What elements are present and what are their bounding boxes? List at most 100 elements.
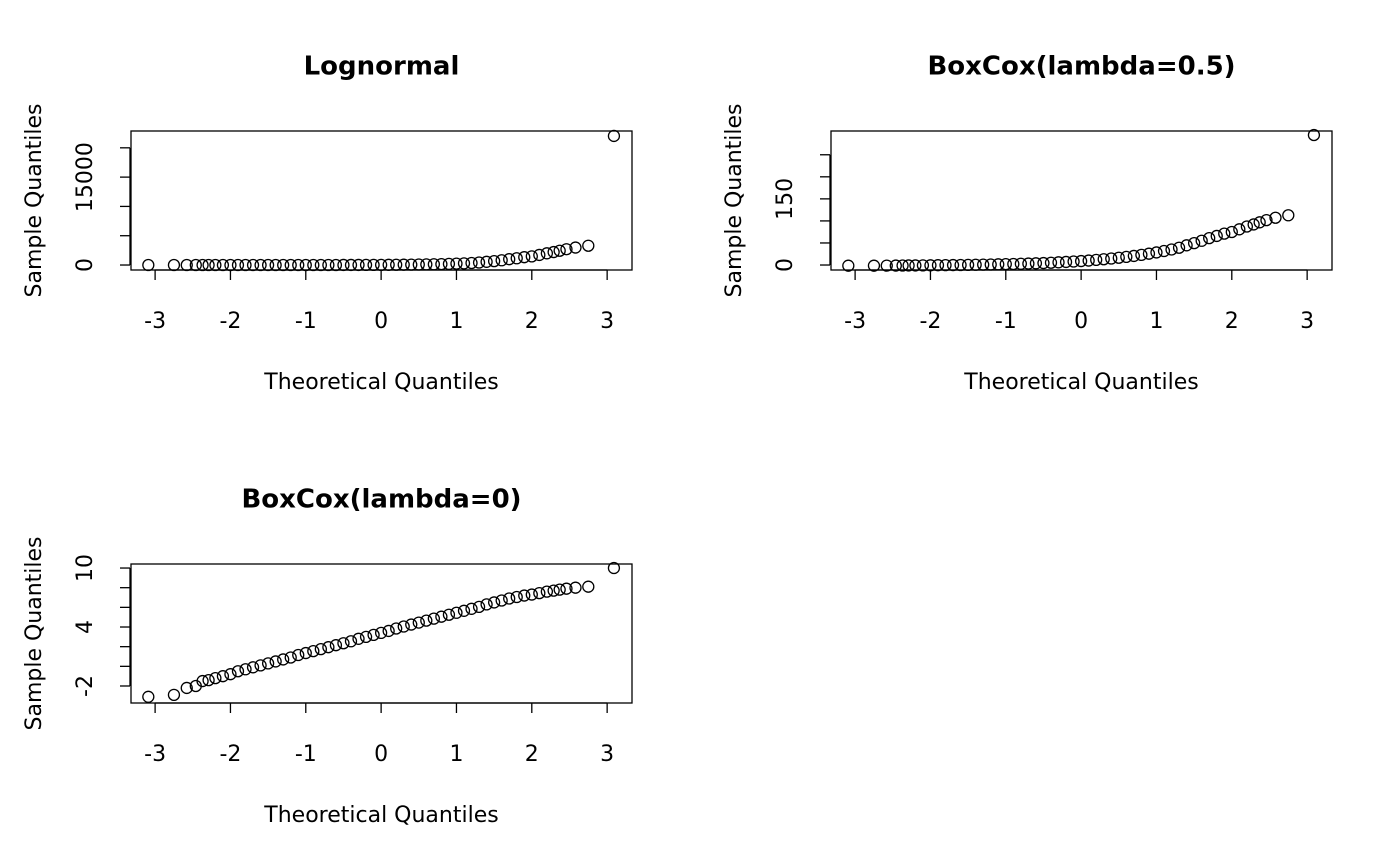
point (480, 255, 493, 268)
point (322, 641, 335, 654)
point (1052, 256, 1065, 269)
point (946, 258, 960, 272)
point (359, 630, 373, 643)
x-tick-label: -3 (844, 309, 866, 334)
point (582, 239, 595, 252)
point (1097, 253, 1110, 266)
point (465, 602, 478, 615)
x-tick-label: -2 (219, 742, 241, 767)
point (533, 586, 546, 600)
point (1307, 128, 1321, 142)
plot-frame (830, 130, 1333, 271)
y-axis-label: Sample Quantiles (22, 103, 47, 297)
point (999, 258, 1012, 271)
point (1067, 255, 1080, 268)
x-tick-label: 1 (1149, 309, 1163, 334)
point (261, 258, 275, 272)
point (284, 258, 297, 272)
x-tick-label: 3 (600, 309, 614, 334)
point (329, 639, 343, 652)
point (167, 258, 181, 272)
point (374, 626, 388, 640)
point (472, 600, 486, 614)
point (984, 258, 997, 271)
x-tick-label: -1 (995, 309, 1017, 334)
point (344, 258, 358, 272)
point (167, 688, 181, 701)
point (569, 241, 582, 254)
point (246, 258, 260, 272)
x-tick-label: -2 (919, 309, 941, 334)
point (961, 258, 975, 272)
point (465, 256, 478, 270)
y-tick-label: 4 (73, 620, 98, 634)
point (560, 243, 573, 256)
point (1007, 257, 1020, 271)
point (1142, 247, 1156, 260)
point (582, 580, 595, 593)
y-tick-label: 0 (773, 258, 798, 272)
point (412, 258, 425, 271)
point (547, 584, 560, 597)
point (1253, 216, 1266, 229)
point (284, 651, 297, 664)
y-tick-label: 0 (73, 258, 98, 272)
x-tick-label: 3 (1300, 309, 1314, 334)
y-tick-label: 150 (773, 178, 798, 220)
point (1240, 220, 1254, 233)
x-axis-label: Theoretical Quantiles (963, 370, 1198, 395)
point (1225, 225, 1238, 239)
point (1014, 257, 1028, 270)
point (420, 614, 433, 627)
point (442, 608, 456, 621)
point (329, 258, 343, 272)
point (902, 259, 915, 272)
y-tick-label: 15000 (73, 142, 98, 212)
point (224, 668, 237, 681)
point (435, 257, 448, 271)
panel: BoxCox(lambda=0.5) Theoretical Quantiles S… (722, 52, 1333, 395)
point (239, 663, 252, 676)
point (367, 628, 380, 642)
point (292, 258, 305, 272)
point (931, 259, 945, 272)
point (1165, 243, 1178, 256)
point (1203, 231, 1216, 245)
point (525, 250, 538, 263)
point (292, 648, 305, 662)
point (1029, 257, 1043, 270)
point (1120, 250, 1133, 264)
point (412, 616, 425, 629)
point (487, 254, 501, 268)
point (397, 620, 410, 633)
x-tick-label: 0 (374, 742, 388, 767)
point (1059, 255, 1073, 269)
point (457, 257, 471, 270)
point (254, 258, 267, 272)
x-tick-label: -3 (144, 309, 166, 334)
x-tick-label: 2 (525, 309, 539, 334)
point (239, 258, 252, 272)
y-axis-label: Sample Quantiles (722, 103, 747, 297)
point (314, 642, 328, 656)
x-axis-label: Theoretical Quantiles (263, 370, 498, 395)
point (322, 258, 335, 272)
panel: BoxCox(lambda=0) Theoretical Quantiles Sam… (22, 485, 633, 828)
point (314, 258, 328, 272)
point (142, 690, 155, 703)
point (450, 257, 463, 270)
point (495, 254, 508, 267)
point (457, 604, 471, 617)
point (352, 632, 365, 645)
point (540, 247, 554, 260)
point (547, 245, 560, 259)
point (1150, 246, 1163, 259)
point (337, 637, 350, 650)
y-tick-label: 10 (73, 554, 98, 582)
point (435, 610, 448, 623)
point (231, 258, 245, 272)
point (337, 258, 350, 272)
point (180, 258, 193, 272)
point (405, 618, 418, 631)
